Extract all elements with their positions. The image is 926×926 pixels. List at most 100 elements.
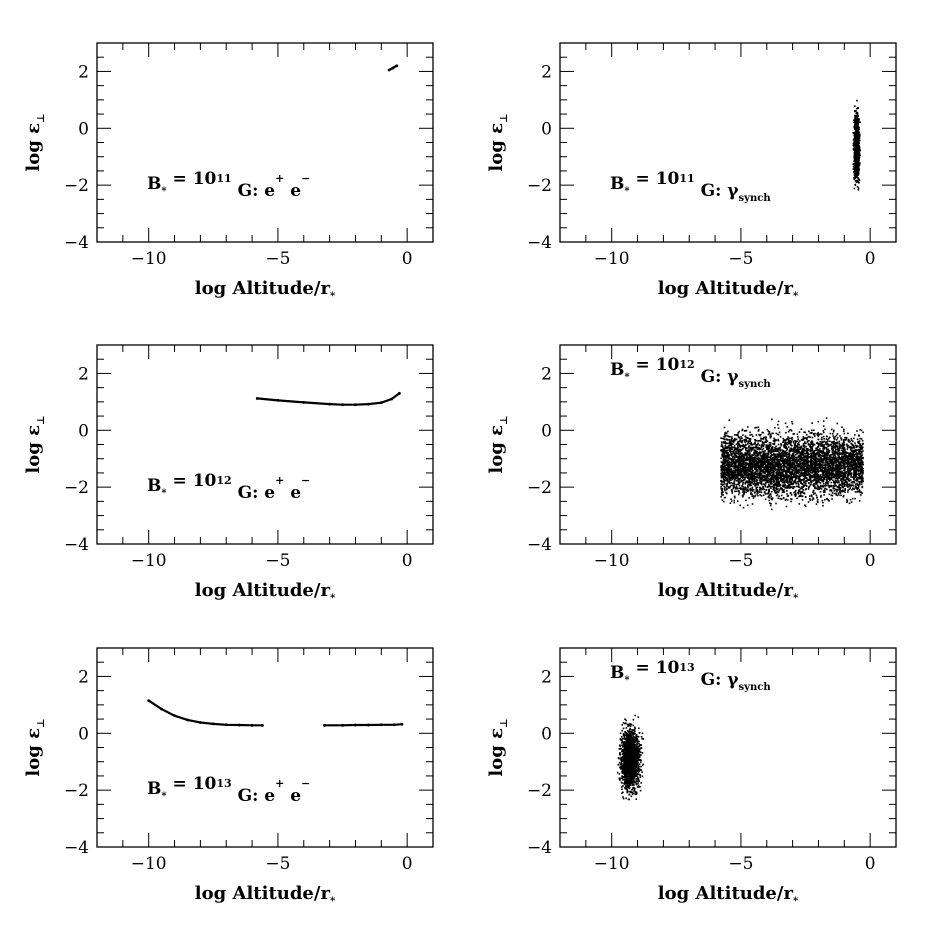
data-point: [825, 472, 827, 475]
data-point: [859, 461, 861, 464]
data-point: [821, 436, 823, 439]
data-point: [805, 442, 807, 445]
data-point: [857, 138, 860, 141]
data-point: [724, 489, 726, 492]
data-point: [750, 472, 753, 474]
data-point: [826, 460, 828, 462]
data-point: [859, 456, 862, 458]
data-point: [856, 174, 859, 176]
data-point: [856, 473, 858, 475]
data-point: [785, 453, 787, 456]
data-point: [777, 484, 780, 486]
data-point: [827, 499, 829, 501]
data-point: [834, 458, 836, 460]
data-point: [737, 451, 740, 454]
data-point: [855, 168, 858, 170]
data-point: [803, 481, 805, 484]
data-point: [759, 491, 761, 493]
data-point: [731, 436, 733, 438]
data-point: [764, 450, 766, 452]
data-point: [842, 462, 844, 464]
data-point: [788, 437, 791, 440]
data-point: [832, 486, 835, 489]
panel-annotation: B* = 1012 G: γsynch: [610, 355, 771, 390]
data-point: [856, 128, 859, 130]
data-point: [758, 469, 761, 471]
data-point: [853, 152, 856, 155]
data-point: [842, 456, 845, 458]
data-point: [773, 443, 775, 446]
data-point: [794, 443, 797, 445]
data-point: [754, 477, 757, 480]
data-point: [818, 467, 820, 469]
data-point: [853, 437, 855, 440]
data-point: [847, 489, 849, 491]
data-point: [824, 428, 826, 431]
data-point: [769, 442, 772, 444]
data-point: [721, 489, 723, 492]
data-point: [796, 497, 798, 500]
x-axis-label: log Altitude/r*: [195, 278, 336, 302]
data-point: [730, 482, 733, 484]
data-point: [776, 490, 778, 493]
data-point: [830, 460, 833, 463]
data-point: [814, 467, 817, 469]
data-point: [794, 447, 797, 450]
data-point: [811, 447, 814, 450]
x-tick-label: −10: [131, 551, 167, 571]
data-point: [732, 484, 734, 487]
data-point: [747, 466, 750, 469]
data-point: [720, 437, 722, 439]
data-point: [854, 165, 856, 167]
x-tick-label: 0: [865, 551, 876, 571]
data-point: [821, 499, 824, 502]
data-point: [855, 459, 858, 461]
data-point: [853, 142, 856, 145]
data-point: [793, 493, 796, 496]
data-point: [851, 467, 854, 469]
data-point: [763, 436, 765, 439]
data-point: [761, 437, 763, 440]
data-point: [856, 154, 858, 157]
data-point: [819, 433, 821, 435]
data-point: [736, 468, 739, 471]
data-point: [731, 458, 734, 461]
y-tick-label: 2: [541, 364, 552, 384]
data-point: [801, 478, 804, 481]
y-tick-label: −4: [64, 535, 89, 555]
data-point: [749, 438, 751, 440]
data-point: [840, 444, 843, 447]
data-point: [846, 448, 849, 450]
data-point: [857, 159, 859, 162]
data-point: [757, 442, 759, 445]
data-point: [767, 479, 769, 482]
data-point: [813, 457, 815, 460]
data-point: [826, 458, 829, 460]
data-point: [741, 460, 743, 462]
data-point: [755, 486, 758, 489]
data-point: [830, 494, 833, 497]
data-point: [821, 480, 824, 483]
data-point: [791, 468, 793, 471]
data-point: [764, 462, 766, 464]
data-point: [836, 433, 839, 435]
plot-area: [255, 391, 401, 407]
data-point: [851, 489, 853, 491]
data-point: [855, 471, 858, 474]
data-point: [856, 119, 859, 122]
plot-frame: [559, 42, 897, 243]
data-point: [835, 458, 838, 460]
data-point: [788, 455, 790, 458]
data-point: [791, 436, 794, 439]
data-point: [785, 466, 788, 469]
data-point: [855, 181, 858, 184]
data-point: [854, 176, 856, 178]
data-point: [855, 152, 858, 154]
data-point: [838, 440, 841, 443]
data-point: [834, 479, 837, 481]
data-point: [824, 464, 827, 467]
data-point: [755, 475, 757, 478]
data-point: [830, 489, 832, 491]
data-point: [743, 476, 745, 479]
data-point: [854, 116, 856, 119]
